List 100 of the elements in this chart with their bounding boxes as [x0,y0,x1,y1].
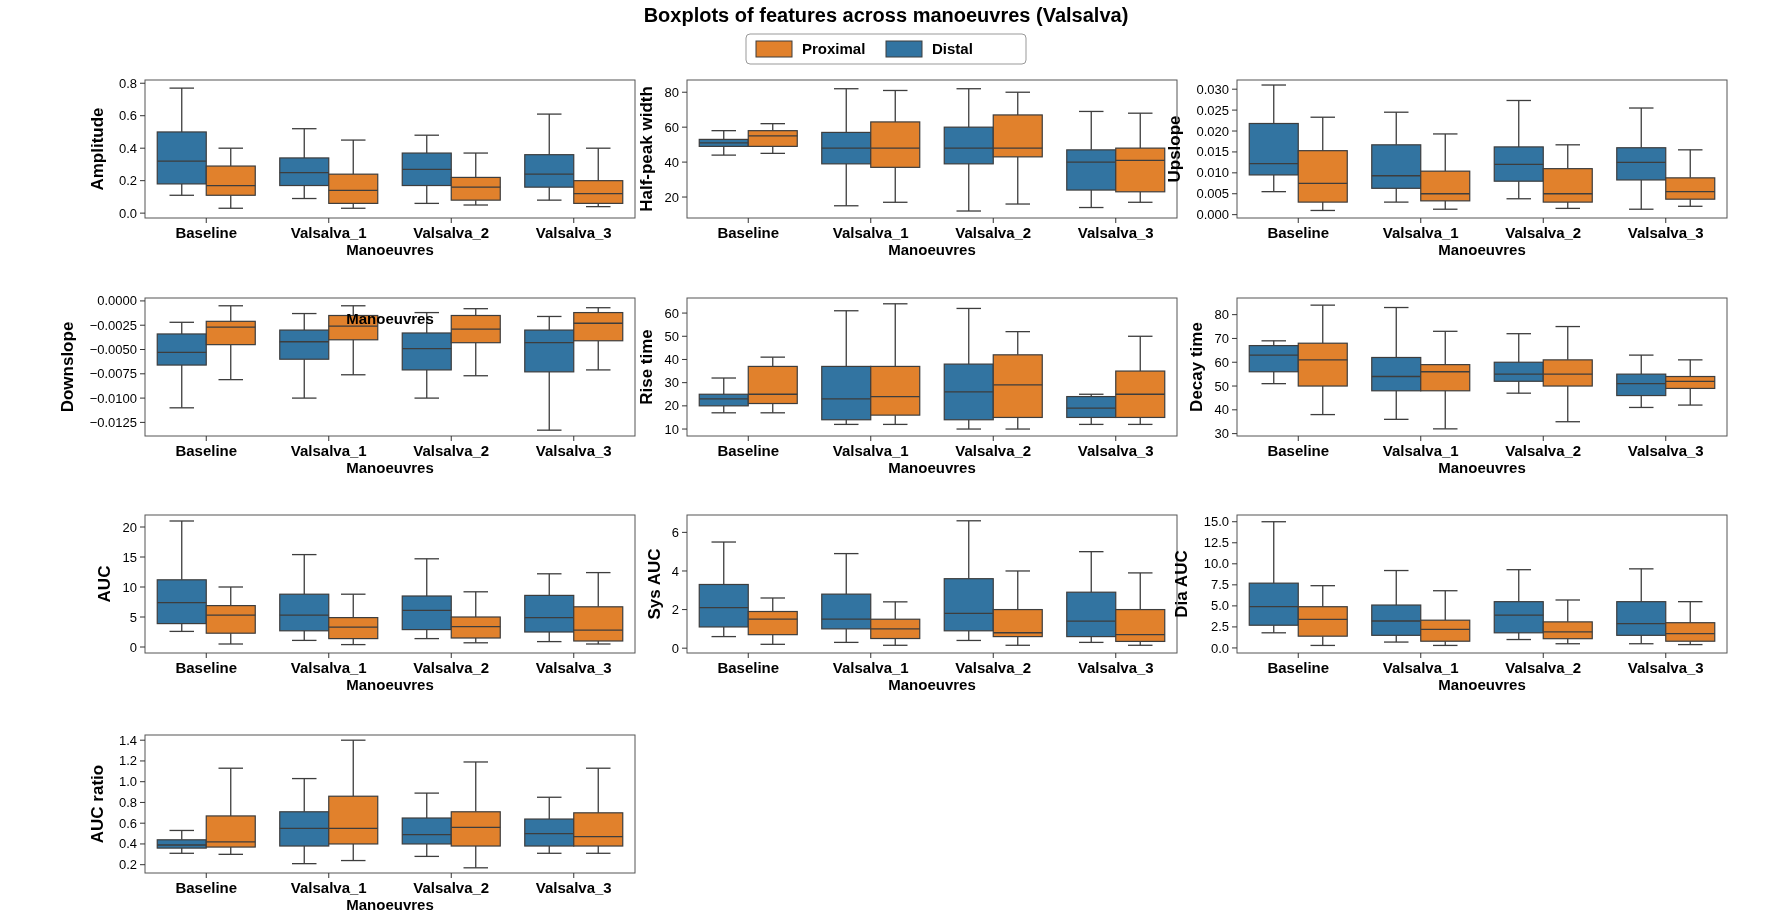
x-axis-title: Manoeuvres [888,459,976,476]
x-tick-label: Valsalva_3 [1077,659,1154,676]
x-tick-label: Baseline [175,879,238,896]
y-tick-label: 2.5 [1210,619,1229,635]
y-tick-label: 10.0 [1203,556,1229,572]
y-tick-label: 0.025 [1196,102,1229,118]
x-axis-title: Manoeuvres [346,896,434,911]
y-tick-label: 0.8 [118,794,137,810]
y-tick-label: 60 [664,305,679,321]
y-tick-label: 0.000 [1196,207,1229,223]
y-tick-label: 0.6 [118,815,137,831]
y-axis-title: AUC [95,565,115,603]
y-tick-label: 4 [671,563,679,579]
y-tick-label: 70 [1214,331,1229,346]
y-tick-label: 0.4 [118,836,137,852]
x-tick-label: Valsalva_3 [1627,224,1704,241]
x-tick-label: Valsalva_2 [1505,442,1582,459]
y-axis-title: AUC ratio [87,764,107,844]
chart-title: Boxplots of features across manoeuvres (Valsalva) [643,4,1129,26]
y-tick-label: 0.6 [118,108,137,124]
y-axis-title: Decay time [1187,322,1207,412]
y-tick-label: −0.0050 [89,342,137,358]
y-tick-label: 6 [671,524,679,540]
y-tick-label: 0.8 [118,75,137,91]
y-tick-label: 20 [122,519,137,535]
y-tick-label: 0.020 [1196,123,1229,139]
y-tick-label: 2 [671,602,679,618]
y-tick-label: 0.030 [1196,81,1229,97]
legend-label: Distal [932,40,973,58]
x-tick-label: Valsalva_3 [535,879,612,896]
x-tick-label: Valsalva_3 [1627,442,1704,459]
x-tick-label: Valsalva_1 [832,224,909,241]
y-tick-label: 40 [664,154,679,170]
y-axis-title: Amplitude [87,107,107,191]
x-tick-label: Valsalva_3 [535,224,612,241]
x-tick-label: Baseline [175,442,238,459]
legend-label: Proximal [802,40,866,58]
y-tick-label: 60 [664,119,679,135]
x-tick-label: Valsalva_1 [1382,659,1459,676]
y-tick-label: 60 [1214,354,1229,370]
x-tick-label: Valsalva_1 [1382,442,1459,459]
x-axis-title: Manoeuvres [1438,676,1526,693]
x-tick-label: Valsalva_1 [290,224,367,241]
x-tick-label: Baseline [175,224,238,241]
x-tick-label: Baseline [1267,659,1330,676]
x-tick-label: Valsalva_3 [535,442,612,459]
x-tick-label: Valsalva_3 [1077,442,1154,459]
y-tick-label: 1.0 [118,774,137,790]
y-tick-label: 0.010 [1196,165,1229,181]
y-tick-label: 1.4 [118,732,137,748]
x-axis-title: Manoeuvres [346,459,434,476]
x-axis-title: Manoeuvres [888,676,976,693]
y-axis-title: Downslope [58,321,78,413]
x-tick-label: Valsalva_3 [535,659,612,676]
y-tick-label: 50 [664,328,679,344]
y-axis-title: Dia AUC [1172,550,1192,618]
x-tick-label: Valsalva_2 [955,442,1032,459]
y-tick-label: 0 [129,639,137,655]
x-tick-label: Valsalva_1 [290,442,367,459]
y-tick-label: 0.0000 [97,293,137,309]
y-axis-title: Rise time [637,329,657,405]
y-tick-label: 80 [1214,307,1229,323]
y-tick-label: 10 [122,579,137,595]
y-tick-label: 80 [664,84,679,100]
y-tick-label: 0.005 [1196,186,1229,202]
y-axis-title: Upslope [1165,115,1184,183]
x-tick-label: Baseline [717,224,780,241]
x-tick-label: Baseline [175,659,238,676]
x-tick-label: Valsalva_2 [413,224,490,241]
x-axis-title: Manoeuvres [346,676,434,693]
y-tick-label: 0.0 [1210,640,1229,656]
x-tick-label: Valsalva_2 [413,442,490,459]
x-tick-label: Valsalva_2 [413,659,490,676]
y-tick-label: 40 [664,352,679,368]
x-axis-title: Manoeuvres [1438,459,1526,476]
y-tick-label: 10 [664,421,679,437]
y-axis-title: Half-peak width [637,86,657,212]
y-tick-label: 20 [664,398,679,414]
x-tick-label: Valsalva_2 [413,879,490,896]
y-tick-label: −0.0025 [89,317,137,333]
y-tick-label: −0.0075 [89,366,137,382]
y-tick-label: 30 [1214,426,1229,442]
y-tick-label: 20 [664,189,679,205]
y-axis-title: Sys AUC [644,548,664,620]
y-tick-label: 30 [664,375,679,391]
y-tick-label: 0.0 [118,205,137,221]
x-tick-label: Baseline [717,659,780,676]
x-tick-label: Baseline [1267,442,1330,459]
x-tick-label: Baseline [717,442,780,459]
x-tick-label: Valsalva_2 [1505,659,1582,676]
y-tick-label: 5 [129,609,137,625]
y-tick-label: 0.4 [118,140,137,156]
y-tick-label: 5.0 [1210,598,1229,614]
y-tick-label: 15.0 [1203,514,1229,530]
x-tick-label: Valsalva_2 [955,659,1032,676]
x-tick-label: Valsalva_1 [1382,224,1459,241]
y-tick-label: 7.5 [1210,577,1229,593]
x-axis-title: Manoeuvres [346,241,434,258]
y-tick-label: 50 [1214,378,1229,394]
y-tick-label: 0.2 [118,173,137,189]
